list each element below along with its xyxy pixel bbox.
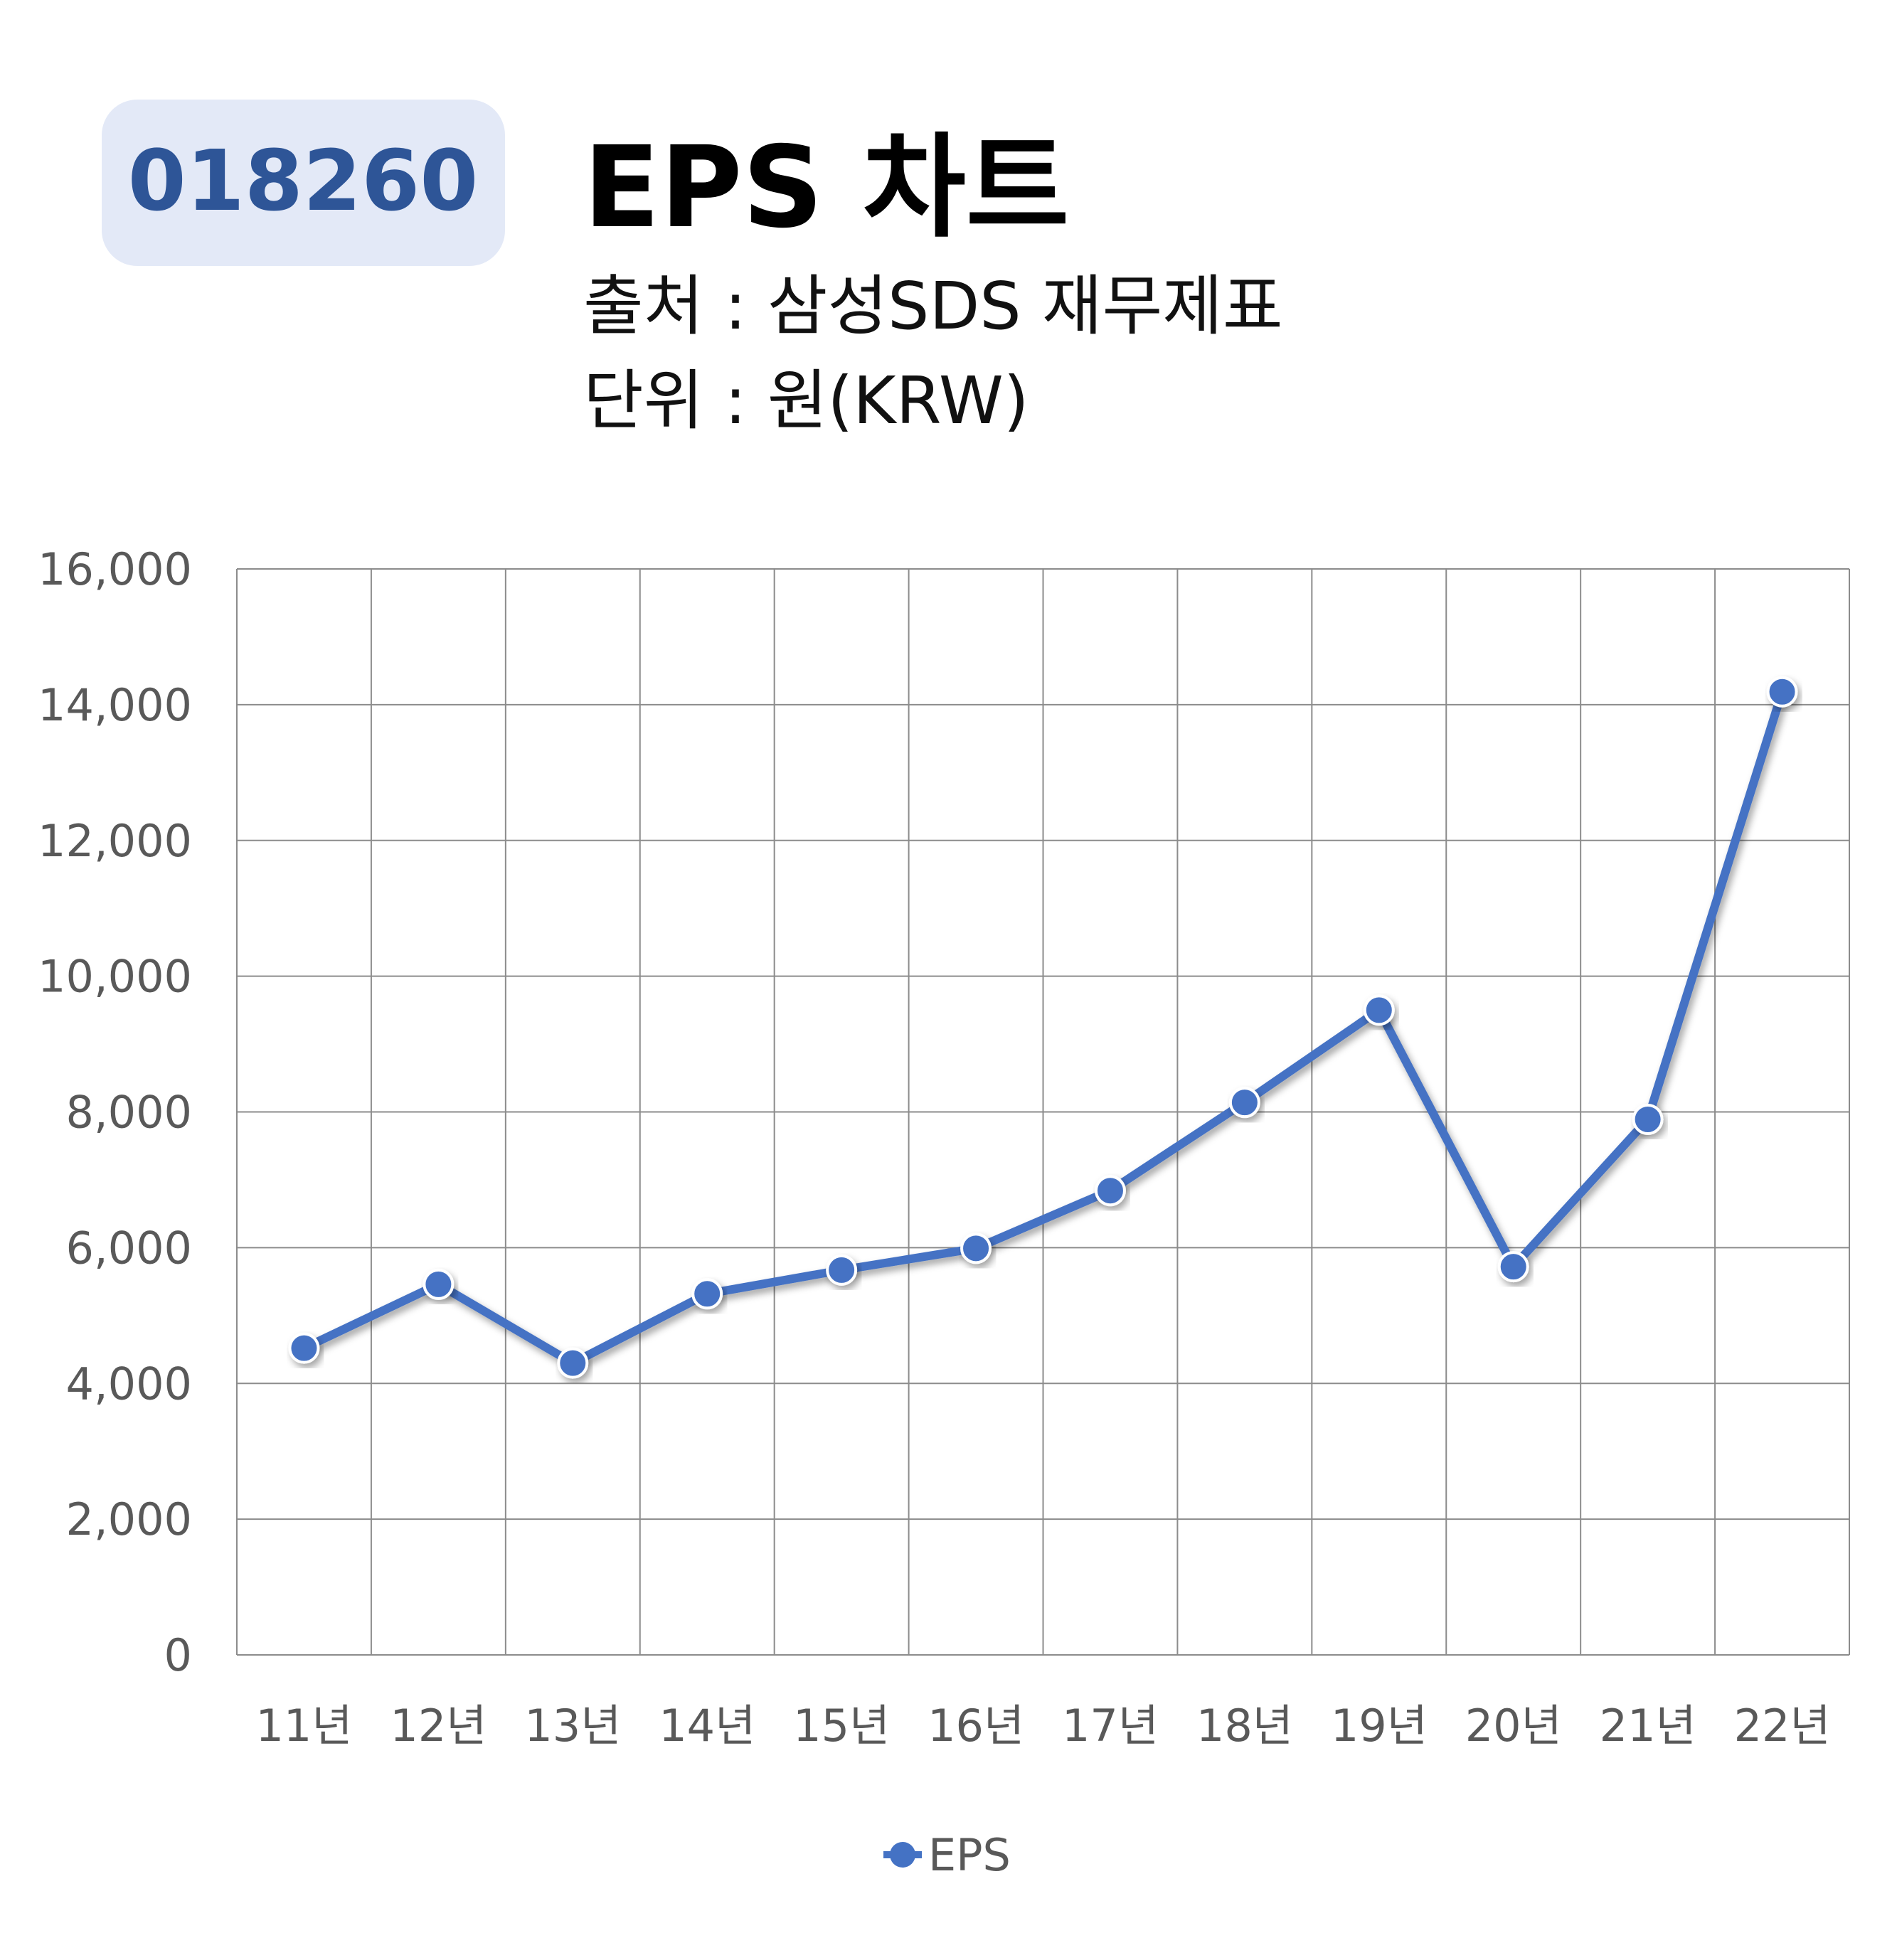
x-tick-label: 11년 [255, 1700, 352, 1752]
data-point [1228, 1087, 1260, 1119]
data-point [288, 1332, 320, 1364]
x-tick-label: 21년 [1600, 1700, 1696, 1752]
y-tick-label: 12,000 [38, 815, 192, 867]
x-tick-label: 14년 [659, 1700, 755, 1752]
y-tick-label: 14,000 [38, 679, 192, 731]
x-tick-label: 17년 [1062, 1700, 1159, 1752]
y-tick-label: 10,000 [38, 951, 192, 1003]
legend-swatch-marker [890, 1842, 915, 1868]
x-tick-label: 13년 [524, 1700, 621, 1752]
y-tick-label: 6,000 [66, 1222, 193, 1274]
y-axis: 0 2,000 4,000 6,000 8,000 10,000 12,000 14,000 1… [38, 543, 192, 1681]
x-axis: 11년 12년 13년 14년 15년 16년 17년 18년 19년 20년 21년 22년 [255, 1700, 1830, 1752]
x-tick-label: 18년 [1196, 1700, 1293, 1752]
plot-grid [236, 568, 1850, 1656]
y-tick-label: 4,000 [66, 1358, 193, 1410]
data-point [960, 1232, 992, 1264]
x-tick-label: 12년 [390, 1700, 487, 1752]
legend: EPS [883, 1829, 1011, 1881]
source-line: 출처 : 삼성SDS 재무제표 [583, 268, 1283, 344]
data-point [1632, 1103, 1664, 1135]
x-tick-label: 16년 [928, 1700, 1024, 1752]
ticker-badge [102, 100, 505, 266]
data-point [691, 1278, 723, 1310]
legend-label: EPS [928, 1829, 1011, 1881]
x-tick-label: 22년 [1734, 1700, 1831, 1752]
y-tick-label: 0 [164, 1629, 192, 1681]
x-tick-label: 20년 [1465, 1700, 1562, 1752]
unit-line: 단위 : 원(KRW) [583, 363, 1029, 439]
data-point [557, 1347, 589, 1379]
data-point [423, 1268, 455, 1300]
data-point [1363, 994, 1395, 1026]
x-tick-label: 19년 [1331, 1700, 1428, 1752]
data-point [1094, 1175, 1126, 1207]
page-title: EPS 차트 [583, 122, 1069, 253]
y-tick-label: 8,000 [66, 1087, 193, 1139]
x-tick-label: 15년 [793, 1700, 890, 1752]
ticker-code: 018260 [128, 132, 479, 230]
y-tick-label: 2,000 [66, 1493, 193, 1545]
data-point [1497, 1251, 1529, 1283]
series-line [299, 687, 1787, 1368]
y-tick-label: 16,000 [38, 543, 192, 595]
data-point [1766, 676, 1798, 708]
series-eps [288, 676, 1798, 1379]
data-point [826, 1254, 858, 1286]
